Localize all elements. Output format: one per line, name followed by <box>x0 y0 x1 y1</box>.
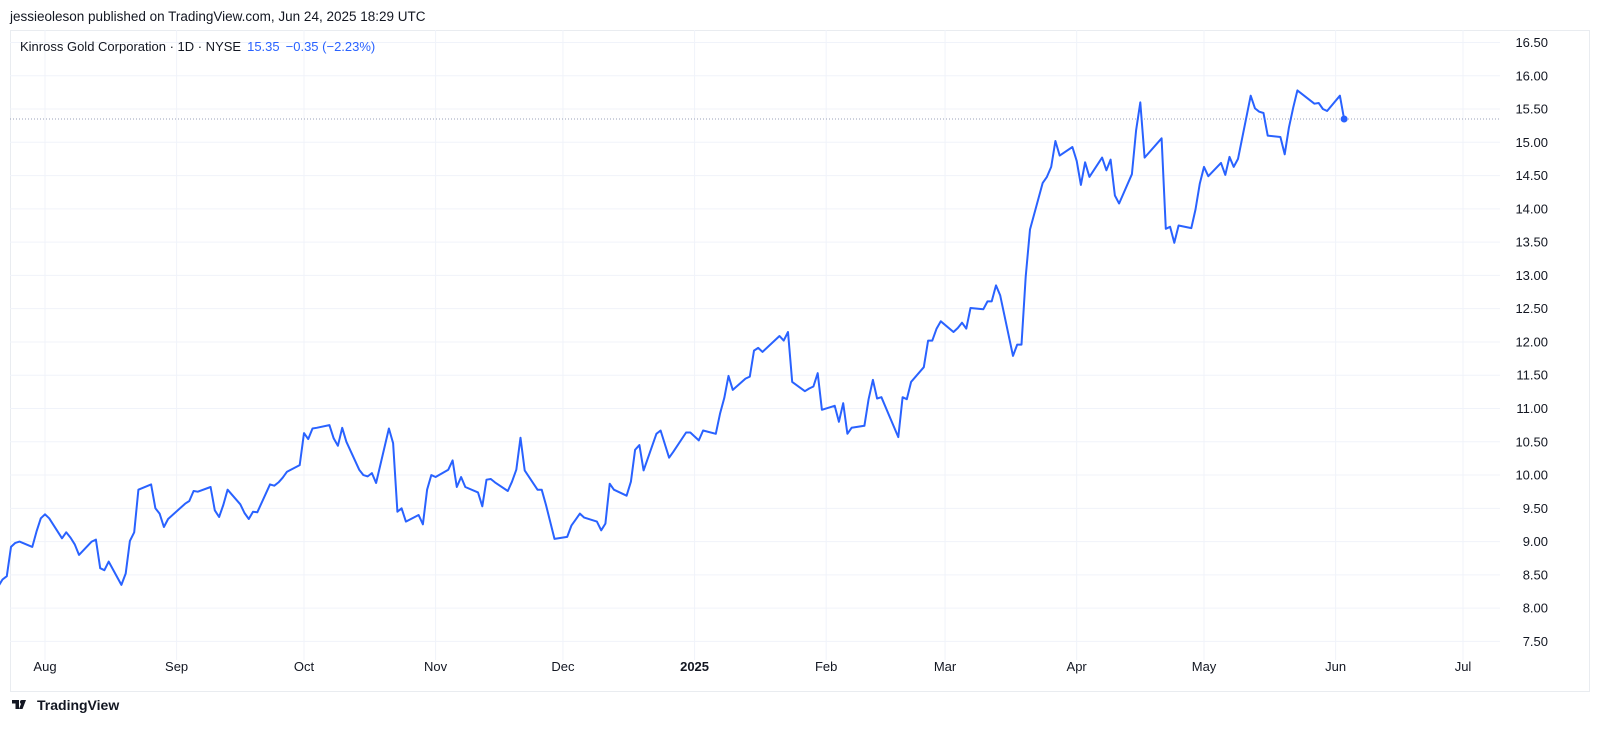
y-tick-label: 12.50 <box>1515 301 1548 316</box>
x-tick-label: Apr <box>1067 659 1088 674</box>
y-tick-label: 11.00 <box>1516 401 1548 416</box>
tradingview-brand[interactable]: TradingView <box>10 697 119 713</box>
symbol-legend[interactable]: Kinross Gold Corporation · 1D · NYSE 15.3… <box>20 39 375 54</box>
y-tick-label: 11.50 <box>1516 368 1548 383</box>
y-tick-label: 13.50 <box>1515 235 1548 250</box>
y-tick-label: 15.00 <box>1515 135 1548 150</box>
x-tick-label: May <box>1192 659 1217 674</box>
x-tick-label: Feb <box>815 659 837 674</box>
y-tick-label: 10.50 <box>1515 434 1548 449</box>
y-tick-label: 16.50 <box>1515 35 1548 50</box>
x-tick-label: Jul <box>1455 659 1472 674</box>
y-tick-label: 10.00 <box>1515 468 1548 483</box>
y-tick-label: 8.00 <box>1523 601 1548 616</box>
x-tick-label: Nov <box>424 659 448 674</box>
y-axis-ticks: 16.50 16.00 15.50 15.00 14.50 14.00 13.50 13.00… <box>1515 35 1548 649</box>
x-tick-label: Dec <box>551 659 575 674</box>
y-tick-label: 16.00 <box>1515 68 1548 83</box>
y-tick-label: 12.00 <box>1515 334 1548 349</box>
y-tick-label: 14.00 <box>1515 201 1548 216</box>
price-line <box>0 89 1346 586</box>
y-tick-label: 14.50 <box>1515 168 1548 183</box>
tradingview-logo-icon <box>12 700 26 709</box>
y-tick-label: 13.00 <box>1515 268 1548 283</box>
y-tick-label: 7.50 <box>1523 634 1548 649</box>
x-tick-label: 2025 <box>680 659 709 674</box>
x-tick-label: Aug <box>33 659 56 674</box>
x-axis-ticks: Aug Sep Oct Nov Dec 2025 Feb Mar Apr May Jun Jul <box>33 659 1471 674</box>
y-tick-label: 8.50 <box>1523 567 1548 582</box>
grid-lines <box>10 30 1500 660</box>
price-change: −0.35 (−2.23%) <box>285 39 376 54</box>
symbol-title: Kinross Gold Corporation · 1D · NYSE <box>20 39 242 54</box>
x-tick-label: Jun <box>1325 659 1346 674</box>
y-tick-label: 9.00 <box>1523 534 1548 549</box>
y-tick-label: 9.50 <box>1523 501 1548 516</box>
y-tick-label: 15.50 <box>1515 102 1548 117</box>
chart-frame <box>10 30 1590 692</box>
brand-name: TradingView <box>37 697 120 713</box>
last-value: 15.35 <box>247 39 280 54</box>
publisher-caption: jessieoleson published on TradingView.co… <box>10 9 426 24</box>
x-tick-label: Oct <box>294 659 315 674</box>
last-price-dot <box>1340 115 1348 123</box>
x-tick-label: Sep <box>165 659 188 674</box>
x-tick-label: Mar <box>934 659 957 674</box>
